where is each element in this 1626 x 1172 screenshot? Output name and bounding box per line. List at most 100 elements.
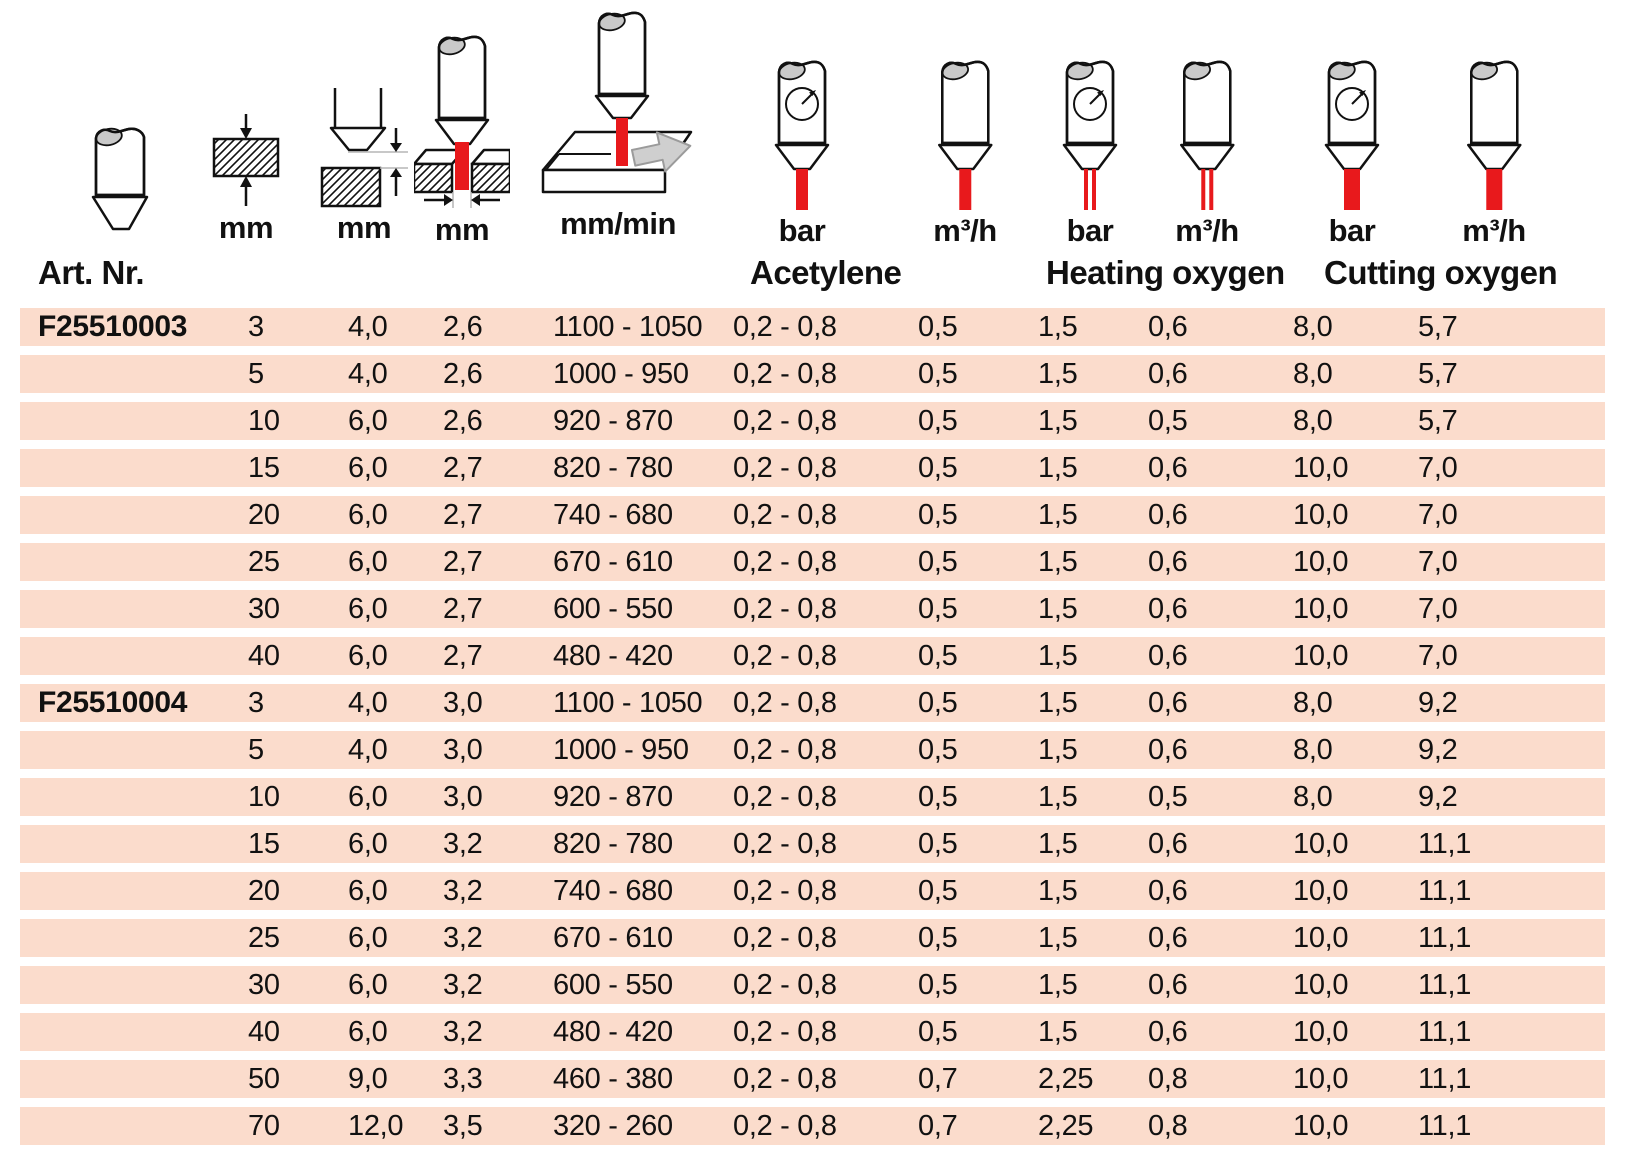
cell-cutting-speed: 1000 - 950 <box>545 731 725 769</box>
pressure-gauge-torch-icon: bar <box>771 55 833 246</box>
cell-acetylene-consumption: 0,5 <box>910 684 1030 722</box>
table-row: 15 6,0 3,2 820 - 780 0,2 - 0,8 0,5 1,5 0… <box>20 825 1605 863</box>
cell-acetylene-pressure: 0,2 - 0,8 <box>725 543 910 581</box>
group-header-acetylene: Acetylene <box>750 254 902 291</box>
nozzle-distance-icon: mm <box>318 88 410 243</box>
cell-material-thickness: 40 <box>240 1013 340 1051</box>
cell-acetylene-consumption: 0,5 <box>910 919 1030 957</box>
cell-art-nr <box>20 966 240 1004</box>
cell-material-thickness: 3 <box>240 308 340 346</box>
table-row: 40 6,0 2,7 480 - 420 0,2 - 0,8 0,5 1,5 0… <box>20 637 1605 675</box>
table-row: 5 4,0 2,6 1000 - 950 0,2 - 0,8 0,5 1,5 0… <box>20 355 1605 393</box>
cell-nozzle-distance: 4,0 <box>340 731 435 769</box>
cell-cutting-oxygen-pressure: 10,0 <box>1285 1107 1410 1145</box>
unit-label: m³/h <box>1175 213 1239 248</box>
unit-label: mm <box>218 210 274 245</box>
cell-acetylene-pressure: 0,2 - 0,8 <box>725 731 910 769</box>
unit-label: bar <box>1066 213 1114 248</box>
cell-heating-oxygen-consumption: 0,6 <box>1140 825 1285 863</box>
cell-acetylene-consumption: 0,5 <box>910 402 1030 440</box>
unit-label: m³/h <box>933 213 997 248</box>
cell-acetylene-pressure: 0,2 - 0,8 <box>725 402 910 440</box>
kerf-width-icon: mm <box>414 30 510 245</box>
cell-cutting-speed: 480 - 420 <box>545 637 725 675</box>
cell-cutting-speed: 600 - 550 <box>545 590 725 628</box>
cell-cutting-oxygen-consumption: 11,1 <box>1410 872 1605 910</box>
cell-cutting-oxygen-pressure: 10,0 <box>1285 496 1410 534</box>
cell-art-nr <box>20 778 240 816</box>
cell-cutting-speed: 320 - 260 <box>545 1107 725 1145</box>
cell-nozzle-distance: 6,0 <box>340 872 435 910</box>
cell-art-nr <box>20 449 240 487</box>
cell-kerf-width: 3,2 <box>435 919 545 957</box>
unit-label: bar <box>778 213 826 248</box>
cell-acetylene-pressure: 0,2 - 0,8 <box>725 637 910 675</box>
cell-cutting-oxygen-pressure: 10,0 <box>1285 1013 1410 1051</box>
cell-heating-oxygen-pressure: 1,5 <box>1030 543 1140 581</box>
cell-acetylene-pressure: 0,2 - 0,8 <box>725 1060 910 1098</box>
cell-cutting-oxygen-consumption: 11,1 <box>1410 919 1605 957</box>
cell-material-thickness: 20 <box>240 872 340 910</box>
table-row: 15 6,0 2,7 820 - 780 0,2 - 0,8 0,5 1,5 0… <box>20 449 1605 487</box>
cell-acetylene-consumption: 0,5 <box>910 966 1030 1004</box>
art-nr-column-header: Art. Nr. <box>38 254 145 291</box>
cell-kerf-width: 2,7 <box>435 543 545 581</box>
cell-cutting-speed: 740 - 680 <box>545 496 725 534</box>
unit-label: mm <box>336 210 392 245</box>
cell-kerf-width: 3,5 <box>435 1107 545 1145</box>
cell-cutting-oxygen-pressure: 10,0 <box>1285 919 1410 957</box>
cell-art-nr <box>20 496 240 534</box>
cell-acetylene-pressure: 0,2 - 0,8 <box>725 590 910 628</box>
cell-heating-oxygen-pressure: 1,5 <box>1030 355 1140 393</box>
cell-material-thickness: 3 <box>240 684 340 722</box>
cell-heating-oxygen-pressure: 1,5 <box>1030 308 1140 346</box>
cell-cutting-oxygen-pressure: 8,0 <box>1285 402 1410 440</box>
cell-acetylene-pressure: 0,2 - 0,8 <box>725 919 910 957</box>
cell-cutting-oxygen-pressure: 10,0 <box>1285 872 1410 910</box>
cell-cutting-oxygen-consumption: 7,0 <box>1410 637 1605 675</box>
cell-heating-oxygen-pressure: 1,5 <box>1030 778 1140 816</box>
cell-cutting-speed: 1000 - 950 <box>545 355 725 393</box>
cell-material-thickness: 5 <box>240 355 340 393</box>
cell-heating-oxygen-pressure: 2,25 <box>1030 1107 1140 1145</box>
cell-acetylene-pressure: 0,2 - 0,8 <box>725 496 910 534</box>
cell-cutting-speed: 1100 - 1050 <box>545 308 725 346</box>
cell-cutting-oxygen-consumption: 11,1 <box>1410 1013 1605 1051</box>
cell-cutting-oxygen-consumption: 7,0 <box>1410 496 1605 534</box>
table-row: 70 12,0 3,5 320 - 260 0,2 - 0,8 0,7 2,25… <box>20 1107 1605 1145</box>
cell-art-nr <box>20 1013 240 1051</box>
cell-nozzle-distance: 6,0 <box>340 590 435 628</box>
cell-acetylene-pressure: 0,2 - 0,8 <box>725 778 910 816</box>
cell-material-thickness: 30 <box>240 590 340 628</box>
cell-material-thickness: 10 <box>240 778 340 816</box>
cell-kerf-width: 2,6 <box>435 355 545 393</box>
cell-acetylene-pressure: 0,2 - 0,8 <box>725 308 910 346</box>
cell-material-thickness: 15 <box>240 449 340 487</box>
cell-nozzle-distance: 4,0 <box>340 684 435 722</box>
cell-heating-oxygen-pressure: 2,25 <box>1030 1060 1140 1098</box>
cell-art-nr <box>20 543 240 581</box>
cell-cutting-oxygen-pressure: 10,0 <box>1285 1060 1410 1098</box>
cell-art-nr <box>20 872 240 910</box>
cell-acetylene-consumption: 0,5 <box>910 308 1030 346</box>
cutting-speed-icon: mm/min <box>539 6 697 239</box>
cell-acetylene-consumption: 0,5 <box>910 1013 1030 1051</box>
cell-cutting-oxygen-consumption: 5,7 <box>1410 355 1605 393</box>
nozzle-data-table: F25510003 3 4,0 2,6 1100 - 1050 0,2 - 0,… <box>20 299 1605 1154</box>
cell-acetylene-consumption: 0,5 <box>910 449 1030 487</box>
cell-cutting-speed: 820 - 780 <box>545 449 725 487</box>
cell-heating-oxygen-consumption: 0,6 <box>1140 966 1285 1004</box>
cell-acetylene-consumption: 0,5 <box>910 355 1030 393</box>
cell-material-thickness: 25 <box>240 543 340 581</box>
cell-cutting-oxygen-pressure: 8,0 <box>1285 684 1410 722</box>
cell-kerf-width: 3,2 <box>435 825 545 863</box>
cell-art-nr <box>20 355 240 393</box>
table-row: 20 6,0 2,7 740 - 680 0,2 - 0,8 0,5 1,5 0… <box>20 496 1605 534</box>
cell-heating-oxygen-consumption: 0,8 <box>1140 1060 1285 1098</box>
cell-cutting-oxygen-consumption: 5,7 <box>1410 402 1605 440</box>
pressure-gauge-torch-icon: bar <box>1059 55 1121 246</box>
cell-heating-oxygen-consumption: 0,6 <box>1140 919 1285 957</box>
cell-nozzle-distance: 6,0 <box>340 402 435 440</box>
cell-kerf-width: 3,2 <box>435 872 545 910</box>
